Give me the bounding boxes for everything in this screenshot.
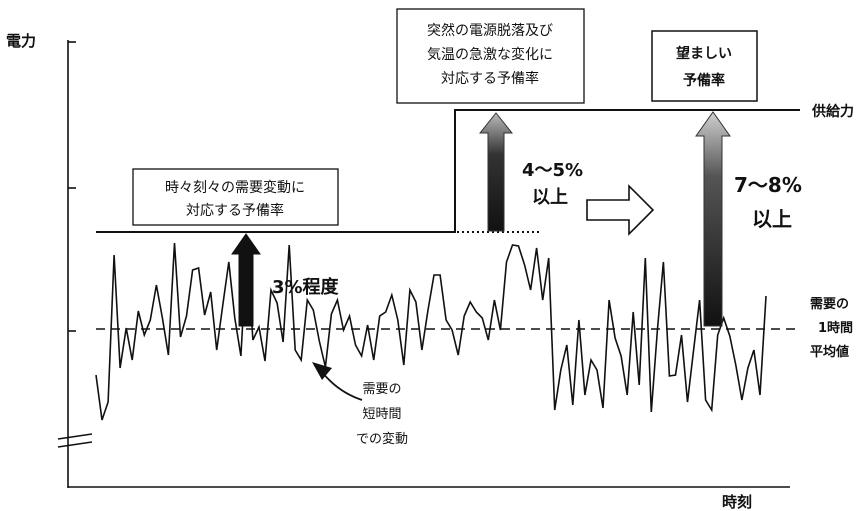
value-7-8pct: 7～8% 以上 — [734, 173, 802, 231]
svg-text:需要の: 需要の — [362, 382, 401, 397]
svg-text:4～5%: 4～5% — [522, 160, 583, 181]
supply-label: 供給力 — [811, 103, 854, 120]
box-left-line-1: 時々刻々の需要変動に — [165, 179, 305, 196]
box-middle-line-1: 突然の電源脱落及び — [427, 22, 553, 39]
box-middle-line-2: 気温の急激な変化に — [427, 46, 553, 63]
value-3pct: 3%程度 — [272, 276, 340, 298]
transition-arrow-icon — [586, 184, 655, 236]
annotation-arrowhead — [312, 362, 332, 380]
svg-text:需要の: 需要の — [810, 297, 849, 312]
box-left-line-2: 対応する予備率 — [186, 202, 284, 219]
arrow-up-7-8pct — [695, 111, 731, 327]
svg-text:短時間: 短時間 — [362, 407, 401, 422]
svg-text:での変動: での変動 — [356, 431, 408, 447]
box-right-line-2: 予備率 — [683, 72, 725, 89]
arrow-up-3pct — [231, 233, 261, 327]
svg-text:1時間: 1時間 — [818, 320, 853, 336]
box-middle: 突然の電源脱落及び 気温の急激な変化に 対応する予備率 — [396, 8, 585, 104]
svg-text:7～8%: 7～8% — [734, 173, 802, 197]
supply-line — [96, 109, 800, 233]
box-middle-line-3: 対応する予備率 — [441, 70, 539, 87]
y-axis-label: 電力 — [6, 32, 36, 50]
demand-fluctuation-line — [95, 242, 767, 421]
svg-text:以上: 以上 — [752, 207, 792, 231]
svg-text:平均値: 平均値 — [810, 344, 849, 360]
annotation-curved-arrow — [321, 371, 363, 401]
y-axis — [57, 40, 93, 488]
x-axis-label: 時刻 — [722, 493, 752, 511]
box-left: 時々刻々の需要変動に 対応する予備率 — [132, 168, 339, 226]
arrow-up-4-5pct — [478, 112, 514, 232]
hourly-average-label: 需要の 1時間 平均値 — [810, 297, 853, 360]
box-right-line-1: 望ましい — [676, 45, 732, 62]
value-4-5pct: 4～5% 以上 — [522, 160, 583, 208]
axis-break-mark-1 — [57, 433, 93, 440]
box-right: 望ましい 予備率 — [651, 30, 758, 102]
axis-break-mark-2 — [57, 441, 93, 448]
svg-text:以上: 以上 — [532, 187, 568, 208]
short-term-fluctuation-label: 需要の 短時間 での変動 — [356, 382, 408, 447]
